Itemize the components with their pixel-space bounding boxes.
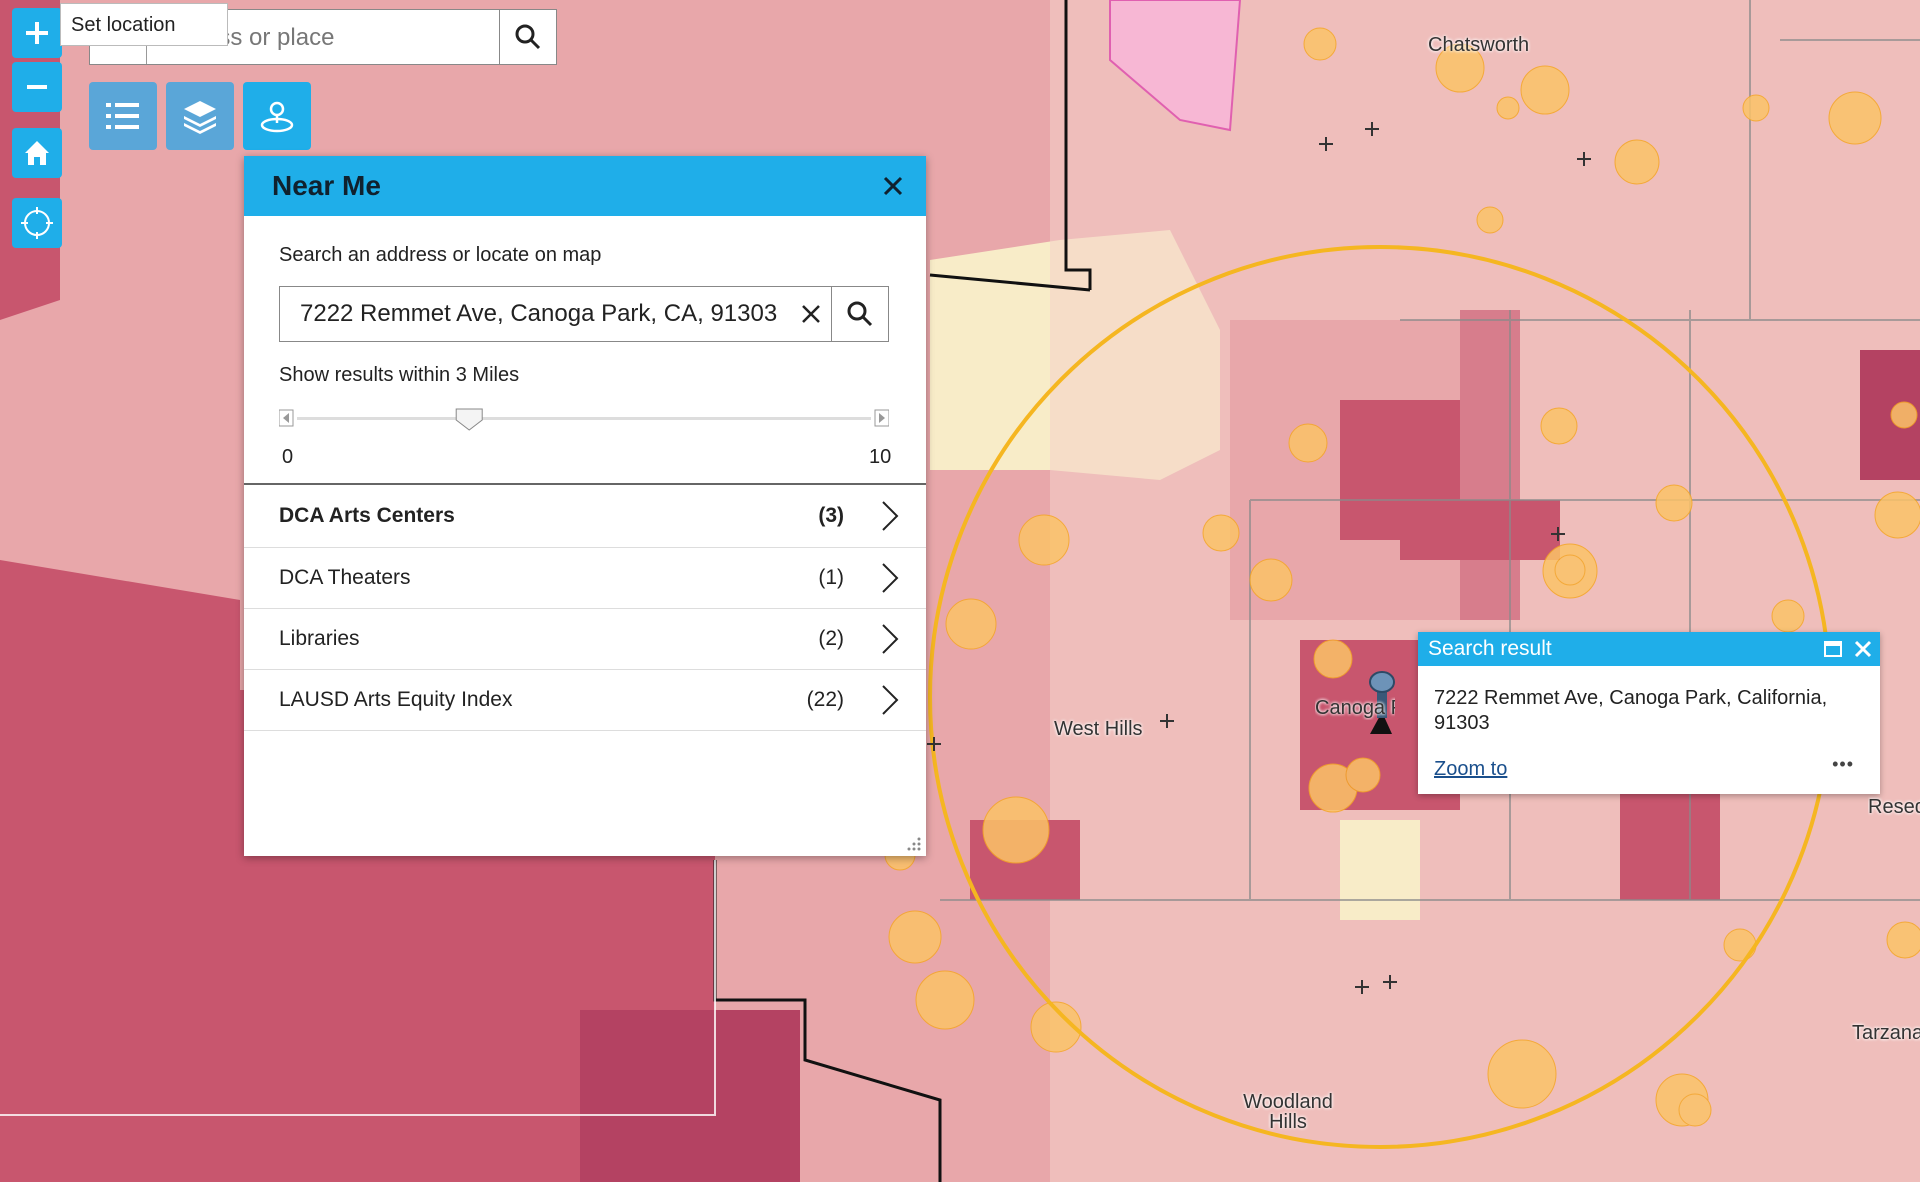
search-label: Search an address or locate on map	[279, 244, 602, 266]
chevron-right-icon	[882, 501, 899, 531]
maximize-icon[interactable]	[1824, 641, 1842, 657]
result-row-libraries[interactable]: Libraries (2)	[244, 608, 926, 669]
plus-icon	[26, 22, 48, 44]
search-result-popup: Search result 7222 Remmet Ave, Canoga Pa…	[1418, 632, 1880, 794]
result-name: DCA Arts Centers	[279, 504, 455, 527]
popup-header: Search result	[1418, 632, 1880, 666]
chevron-right-icon	[882, 563, 899, 593]
popup-address: 7222 Remmet Ave, Canoga Park, California…	[1434, 687, 1828, 734]
near-me-panel: Near Me Search an address or locate on m…	[244, 156, 926, 856]
chevron-right-icon	[882, 685, 899, 715]
close-icon[interactable]	[882, 175, 904, 197]
home-button[interactable]	[12, 128, 62, 178]
address-input[interactable]: 7222 Remmet Ave, Canoga Park, CA, 91303	[300, 300, 778, 327]
legend-button[interactable]	[89, 82, 157, 150]
map-label-reseda: Reseda	[1868, 796, 1920, 818]
map-label-chatsworth: Chatsworth	[1428, 34, 1530, 56]
result-count: (22)	[806, 688, 844, 711]
chevron-right-icon	[882, 624, 899, 654]
map-label-tarzana: Tarzana	[1852, 1022, 1920, 1044]
popup-title: Search result	[1428, 637, 1552, 660]
distance-label: Show results within 3 Miles	[279, 364, 520, 386]
map-label-woodland-hills: Woodland Hills	[1243, 1091, 1333, 1133]
near-me-button[interactable]	[243, 82, 311, 150]
distance-slider[interactable]	[278, 404, 890, 434]
layers-button[interactable]	[166, 82, 234, 150]
set-location-tooltip: Set location	[60, 3, 228, 46]
slider-min-label: 0	[282, 446, 294, 468]
locate-icon	[21, 207, 53, 239]
locate-button[interactable]	[12, 198, 62, 248]
result-row-dca-theaters[interactable]: DCA Theaters (1)	[244, 547, 926, 608]
map-label-canoga-park: Canoga Park	[1315, 697, 1395, 719]
map-label-west-hills: West Hills	[1054, 718, 1143, 740]
result-name: DCA Theaters	[279, 566, 411, 589]
zoom-out-button[interactable]	[12, 62, 62, 112]
panel-title: Near Me	[272, 170, 381, 201]
zoom-in-button[interactable]	[12, 8, 62, 58]
slider-thumb[interactable]	[455, 408, 483, 431]
close-icon[interactable]	[1854, 640, 1872, 658]
more-actions-button[interactable]: •••	[1832, 754, 1854, 774]
zoom-to-link[interactable]: Zoom to	[1434, 758, 1508, 780]
minus-icon	[27, 85, 47, 89]
address-field[interactable]: 7222 Remmet Ave, Canoga Park, CA, 91303	[279, 286, 889, 342]
home-icon	[25, 141, 49, 165]
clear-button[interactable]	[791, 304, 831, 324]
search-icon	[515, 24, 541, 50]
near-me-icon	[260, 101, 294, 133]
divider	[244, 483, 926, 485]
result-count: (2)	[818, 627, 844, 650]
list-icon	[106, 103, 139, 129]
search-icon	[847, 301, 873, 327]
result-count: (3)	[818, 504, 844, 527]
layers-icon	[184, 101, 216, 134]
slider-max-label: 10	[869, 446, 892, 468]
clear-icon	[802, 305, 820, 323]
address-search-button[interactable]	[831, 287, 888, 341]
search-button[interactable]	[499, 10, 556, 64]
result-row-lausd-arts-equity-index[interactable]: LAUSD Arts Equity Index (22)	[244, 669, 926, 731]
resize-handle-icon[interactable]	[906, 836, 922, 852]
result-name: Libraries	[279, 627, 360, 650]
near-me-header: Near Me	[244, 156, 926, 216]
result-name: LAUSD Arts Equity Index	[279, 688, 513, 711]
result-count: (1)	[818, 566, 844, 589]
result-row-dca-arts-centers[interactable]: DCA Arts Centers (3)	[244, 486, 926, 546]
